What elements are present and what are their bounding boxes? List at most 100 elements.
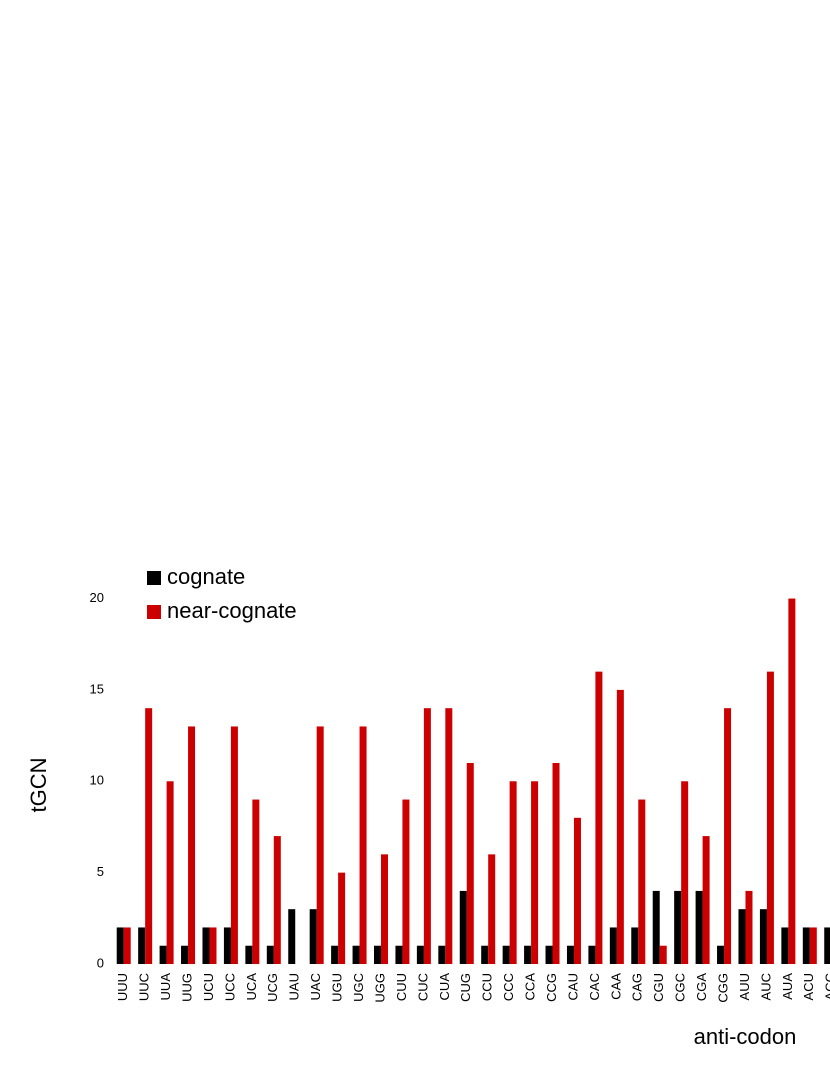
bar: [188, 726, 196, 964]
bar: [502, 945, 510, 964]
bar: [145, 708, 153, 964]
bar: [159, 945, 167, 964]
bar: [266, 945, 274, 964]
bar: [809, 927, 817, 964]
bar: [674, 890, 682, 964]
bar: [181, 945, 189, 964]
bar: [573, 817, 581, 964]
x-tick-label: UCU: [201, 973, 216, 1001]
bar: [252, 799, 260, 964]
x-tick-label: CCU: [480, 973, 495, 1001]
bar: [273, 836, 281, 964]
bar: [288, 909, 296, 964]
x-tick-label: CCA: [523, 973, 538, 1001]
bar: [788, 598, 796, 964]
bar: [509, 781, 517, 964]
x-tick-label: CCG: [544, 973, 559, 1002]
bar: [745, 890, 753, 964]
bar: [359, 726, 367, 964]
bar: [466, 763, 474, 964]
y-tick-label: 15: [90, 681, 104, 696]
y-axis-label: tGCN: [26, 758, 51, 813]
bar: [395, 945, 403, 964]
bar: [123, 927, 131, 964]
x-tick-label: CGA: [694, 973, 709, 1002]
bar: [781, 927, 789, 964]
bar: [331, 945, 339, 964]
bar: [438, 945, 446, 964]
x-tick-label: AUA: [780, 973, 795, 1000]
bar: [531, 781, 539, 964]
x-tick-label: ACC: [823, 973, 830, 1000]
bar: [759, 909, 767, 964]
bar: [166, 781, 174, 964]
x-tick-label: CGG: [715, 973, 730, 1003]
bar: [423, 708, 431, 964]
bar: [309, 909, 317, 964]
bar: [588, 945, 596, 964]
bar: [352, 945, 360, 964]
bar: [724, 708, 732, 964]
bar: [652, 890, 660, 964]
bar: [702, 836, 710, 964]
x-tick-label: CAU: [565, 973, 580, 1000]
x-tick-label: UAU: [287, 973, 302, 1000]
bar: [552, 763, 560, 964]
bar: [459, 890, 467, 964]
legend-swatch: [147, 605, 161, 619]
x-tick-label: CAG: [630, 973, 645, 1001]
bar: [524, 945, 532, 964]
x-tick-label: UGC: [351, 973, 366, 1002]
bar: [659, 945, 667, 964]
x-tick-label: CGC: [673, 973, 688, 1002]
bar: [338, 872, 346, 964]
x-tick-label: UGG: [372, 973, 387, 1003]
x-tick-label: UCG: [265, 973, 280, 1002]
x-tick-label: UAC: [308, 973, 323, 1000]
x-axis-label: anti-codon: [694, 1024, 797, 1049]
x-tick-label: CUG: [458, 973, 473, 1002]
bar: [202, 927, 210, 964]
y-tick-label: 20: [90, 590, 104, 605]
y-tick-label: 0: [97, 955, 104, 970]
bar: [545, 945, 553, 964]
bar: [802, 927, 810, 964]
x-tick-label: CUA: [437, 973, 452, 1001]
bar: [717, 945, 725, 964]
x-tick-label: UUA: [158, 973, 173, 1001]
x-tick-label: CGU: [651, 973, 666, 1002]
x-tick-label: UUG: [179, 973, 194, 1002]
x-tick-label: CUC: [415, 973, 430, 1001]
x-tick-label: AUU: [737, 973, 752, 1000]
x-tick-label: CAC: [587, 973, 602, 1000]
bar: [488, 854, 496, 964]
bar: [738, 909, 746, 964]
bar: [681, 781, 689, 964]
x-tick-label: UCA: [244, 973, 259, 1001]
x-tick-label: ACU: [801, 973, 816, 1000]
y-tick-label: 5: [97, 864, 104, 879]
bar: [631, 927, 639, 964]
x-tick-label: CUU: [394, 973, 409, 1001]
bar: [638, 799, 646, 964]
bar: [766, 671, 774, 964]
bar: [445, 708, 453, 964]
x-tick-label: CAA: [608, 973, 623, 1000]
x-tick-label: UGU: [330, 973, 345, 1002]
bar: [316, 726, 324, 964]
bar: [402, 799, 410, 964]
bar: [245, 945, 253, 964]
bar: [116, 927, 124, 964]
bar: [416, 945, 424, 964]
bar: [374, 945, 381, 964]
bar: [223, 927, 231, 964]
bar: [209, 927, 217, 964]
bar: [481, 945, 489, 964]
legend-label: near-cognate: [167, 598, 297, 623]
bar: [824, 927, 830, 964]
bar: [616, 689, 624, 964]
legend-label: cognate: [167, 564, 245, 589]
x-tick-label: UCC: [222, 973, 237, 1001]
x-tick-label: CCC: [501, 973, 516, 1001]
